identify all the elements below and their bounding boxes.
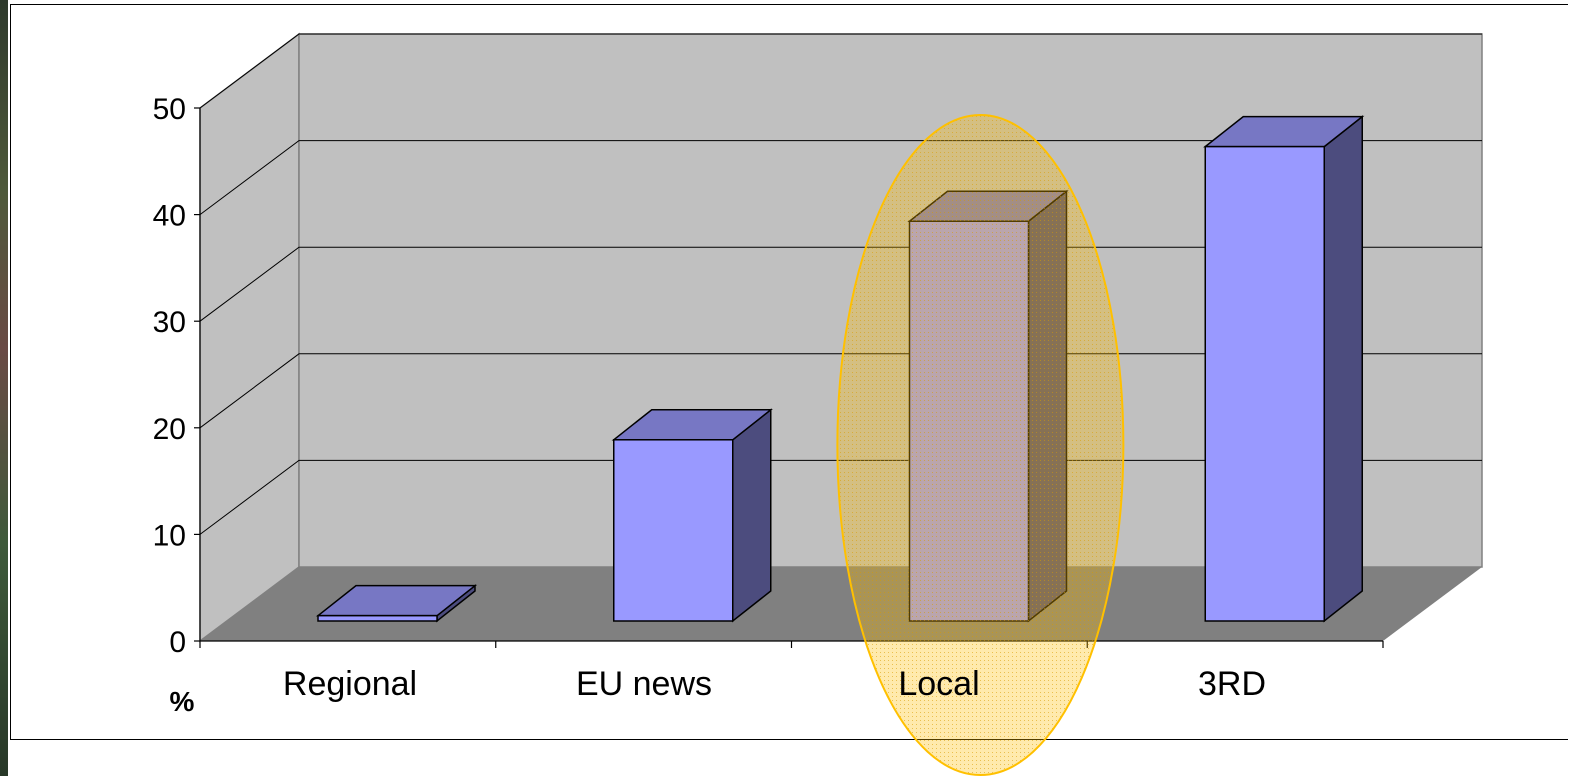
highlight-ellipse xyxy=(836,114,1125,776)
category-label: 3RD xyxy=(1198,665,1266,703)
bar-front xyxy=(613,439,734,622)
background-strip xyxy=(0,0,8,776)
gridline xyxy=(199,140,1482,216)
bar-regional xyxy=(315,584,478,623)
y-tick-label: 30 xyxy=(153,306,186,339)
axis-ticks xyxy=(194,107,1384,648)
chart-floor xyxy=(200,567,1482,641)
gridlines xyxy=(199,33,1482,535)
bar-3rd xyxy=(1203,115,1365,623)
bar-side xyxy=(1323,115,1363,623)
y-tick-label: 50 xyxy=(153,93,186,126)
y-unit-label: % xyxy=(170,686,195,717)
y-tick-label: 20 xyxy=(153,413,186,446)
category-label: Local xyxy=(898,665,979,703)
category-label: Regional xyxy=(283,665,417,703)
category-labels: Regional EU news Local 3RD xyxy=(283,665,1266,703)
bar-front xyxy=(1204,145,1325,622)
y-tick-label: 40 xyxy=(153,200,186,233)
chart-side-wall xyxy=(199,32,300,643)
y-tick-label: 10 xyxy=(153,519,186,552)
bar-side xyxy=(732,408,772,623)
gridline xyxy=(199,33,1482,109)
category-label: EU news xyxy=(576,665,712,703)
y-tick-labels: 0 10 20 30 40 50 xyxy=(153,93,186,659)
bar-front xyxy=(317,614,438,622)
bar-eu-news xyxy=(611,408,773,623)
y-tick-label: 0 xyxy=(169,626,186,659)
